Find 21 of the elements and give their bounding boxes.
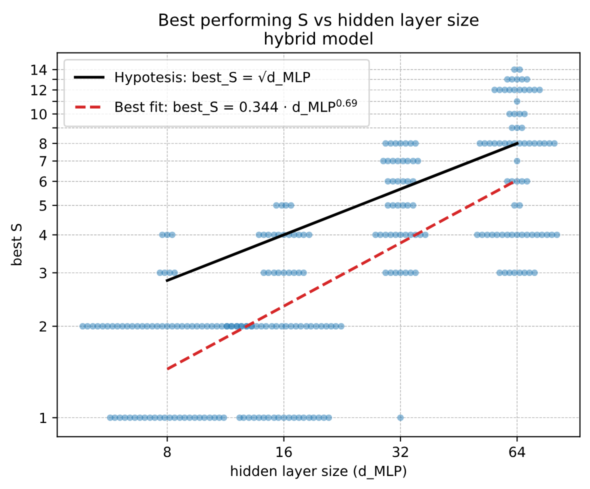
y-tick-label: 1 <box>40 412 46 423</box>
x-tick-label: 16 <box>276 446 292 458</box>
x-tick-label: 32 <box>392 446 408 458</box>
y-tick-label: 4 <box>39 230 47 240</box>
legend-label: Hypotesis: best_S = √d_MLP <box>116 70 310 86</box>
legend-label: Best fit: best_S = 0.344 · d_MLP$^{0.69}$ <box>116 99 357 116</box>
y-tick-label: 8 <box>40 138 47 149</box>
chart-title: Best performing S vs hidden layer size <box>160 13 478 30</box>
y-tick-label: 12 <box>31 84 46 96</box>
y-tick-label: 5 <box>40 200 46 211</box>
y-tick-label: 3 <box>40 268 46 278</box>
y-tick-label: 14 <box>31 64 47 75</box>
y-tick-label: 6 <box>40 176 47 187</box>
y-tick-label: 7 <box>40 156 46 166</box>
y-tick-label: 2 <box>40 321 46 332</box>
y-axis-title: best S <box>10 224 22 266</box>
y-tick-label: 10 <box>31 108 47 120</box>
x-tick-label: 64 <box>509 446 526 458</box>
chart-subtitle: hybrid model <box>264 32 372 48</box>
x-tick-label: 8 <box>164 446 171 458</box>
x-axis-title: hidden layer size (d_MLP) <box>231 465 406 480</box>
